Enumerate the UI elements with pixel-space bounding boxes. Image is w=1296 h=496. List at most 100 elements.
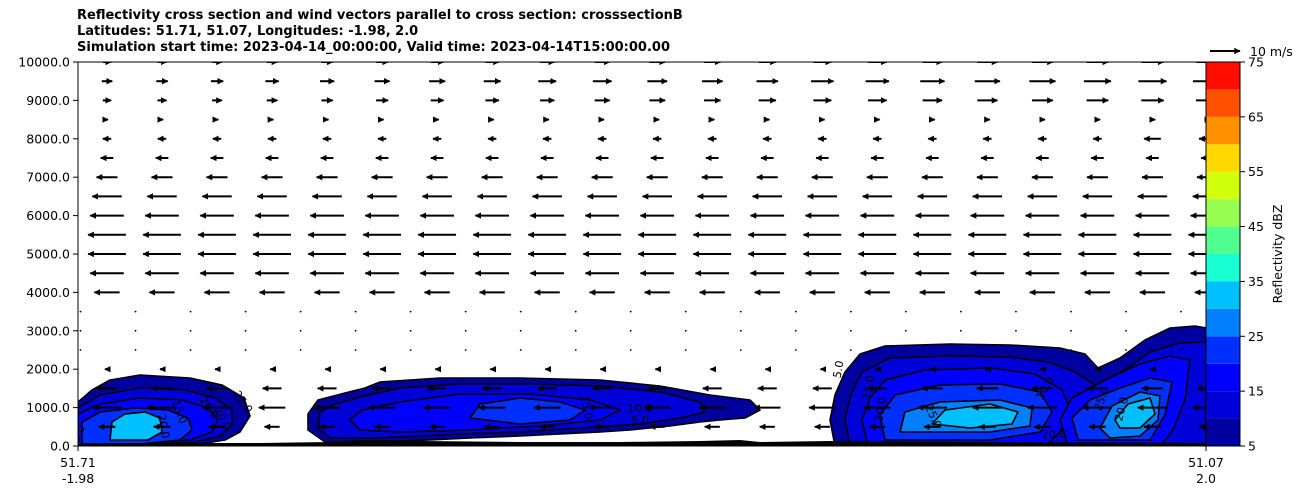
wind-vector: [739, 349, 742, 351]
wind-vector: [739, 310, 742, 313]
wind-vector: [354, 310, 357, 313]
colorbar-segment: [1206, 89, 1240, 117]
wind-vector: [1015, 329, 1017, 332]
wind-vector: [244, 349, 247, 351]
quiver-key: 10 m/s: [1210, 44, 1293, 59]
wind-vector: [1125, 349, 1127, 351]
wind-vector: [189, 329, 192, 332]
terrain-shape: [78, 440, 1206, 446]
wind-vector: [79, 329, 82, 332]
contour-label: 20.0: [872, 396, 889, 422]
wind-vector: [739, 329, 742, 332]
wind-vector: [299, 329, 302, 332]
colorbar-segment: [1206, 254, 1240, 282]
wind-vector: [354, 329, 357, 332]
x-tick-label-lon: -1.98: [62, 471, 94, 486]
wind-vector: [134, 310, 137, 313]
wind-vector: [629, 329, 632, 332]
terrain: [78, 440, 1206, 446]
wind-vector: [189, 349, 192, 351]
contour-label: 5.0: [831, 360, 847, 379]
y-tick-label: 10000.0: [18, 55, 70, 70]
wind-vector: [519, 349, 522, 351]
colorbar-label: Reflectivity dBZ: [1270, 205, 1285, 304]
wind-vector: [904, 349, 907, 351]
y-tick-label: 1000.0: [26, 400, 70, 415]
wind-vector: [464, 349, 467, 351]
wind-vector: [849, 349, 852, 351]
wind-vector: [189, 310, 192, 313]
wind-vector: [1070, 310, 1072, 313]
wind-vector: [959, 349, 962, 351]
wind-vector: [959, 329, 962, 332]
y-tick-label: 5000.0: [26, 247, 70, 262]
contour-label: 20.0: [1112, 396, 1131, 423]
wind-vector: [1180, 310, 1182, 313]
x-tick-label-lat: 51.71: [60, 455, 96, 470]
wind-vector: [409, 349, 412, 351]
y-tick-label: 2000.0: [26, 362, 70, 377]
wind-vector: [574, 310, 577, 313]
y-tick-label: 7000.0: [26, 170, 70, 185]
contour-label: 5.0: [631, 414, 649, 427]
wind-vector: [574, 329, 577, 332]
wind-vector: [134, 329, 137, 332]
y-tick-label: 6000.0: [26, 208, 70, 223]
colorbar-segment: [1206, 171, 1240, 200]
wind-vector: [354, 349, 357, 351]
wind-vector: [629, 349, 632, 351]
wind-vector: [134, 349, 137, 351]
wind-vector: [244, 310, 247, 313]
wind-vector: [1015, 310, 1017, 313]
contour-layer: [109, 411, 163, 441]
wind-vector: [1180, 329, 1182, 332]
y-tick-label: 4000.0: [26, 285, 70, 300]
wind-vector: [1180, 349, 1182, 351]
title-line-1: Reflectivity cross section and wind vect…: [77, 8, 683, 23]
colorbar-tick-label: 55: [1248, 164, 1264, 179]
colorbar-segment: [1206, 308, 1240, 337]
wind-vector: [244, 329, 247, 332]
contour-label: 20.0: [1042, 428, 1067, 441]
wind-vector: [464, 310, 467, 313]
colorbar-tick-label: 65: [1248, 109, 1264, 124]
colorbar-segment: [1206, 336, 1240, 364]
wind-vector: [1015, 349, 1017, 351]
contour-layer: [1114, 397, 1156, 429]
colorbar: 5 15 25 35 45 55 65 75 Reflectivity dBZ: [1205, 55, 1285, 454]
colorbar-tick-label: 25: [1248, 329, 1264, 344]
wind-vectors: [79, 62, 1206, 430]
x-tick-label-lat: 51.07: [1188, 455, 1224, 470]
wind-vector: [684, 329, 687, 332]
wind-vector: [409, 310, 412, 313]
wind-vector: [574, 349, 577, 351]
colorbar-segment: [1206, 281, 1240, 309]
colorbar-segment: [1206, 363, 1240, 392]
contour-label: 5.0: [70, 423, 88, 444]
title-line-2: Latitudes: 51.71, 51.07, Longitudes: -1.…: [77, 24, 419, 39]
colorbar-segment: [1206, 116, 1240, 145]
chart-title: Reflectivity cross section and wind vect…: [77, 8, 683, 56]
wind-vector: [79, 310, 82, 313]
wind-vector: [79, 349, 82, 351]
y-tick-label: 0.0: [50, 439, 70, 454]
colorbar-tick-label: 35: [1248, 274, 1264, 289]
y-axis: 0.0 1000.0 2000.0 3000.0 4000.0 5000.0 6000.0 7…: [18, 55, 78, 454]
colorbar-tick-label: 15: [1248, 384, 1264, 399]
colorbar-segment: [1206, 144, 1240, 172]
wind-vector: [1070, 349, 1072, 351]
wind-vector: [794, 310, 797, 313]
colorbar-segment: [1206, 391, 1240, 419]
colorbar-tick-label: 45: [1248, 219, 1264, 234]
colorbar-frame: [1205, 61, 1241, 447]
x-tick-label-lon: 2.0: [1196, 471, 1216, 486]
wind-vector: [684, 310, 687, 313]
wind-vector: [684, 349, 687, 351]
wind-vector: [1125, 310, 1127, 313]
wind-vector: [904, 329, 907, 332]
wind-vector: [959, 310, 962, 313]
colorbar-segment: [1206, 226, 1240, 254]
wind-vector: [794, 329, 797, 332]
wind-vector: [849, 310, 852, 313]
y-tick-label: 8000.0: [26, 131, 70, 146]
